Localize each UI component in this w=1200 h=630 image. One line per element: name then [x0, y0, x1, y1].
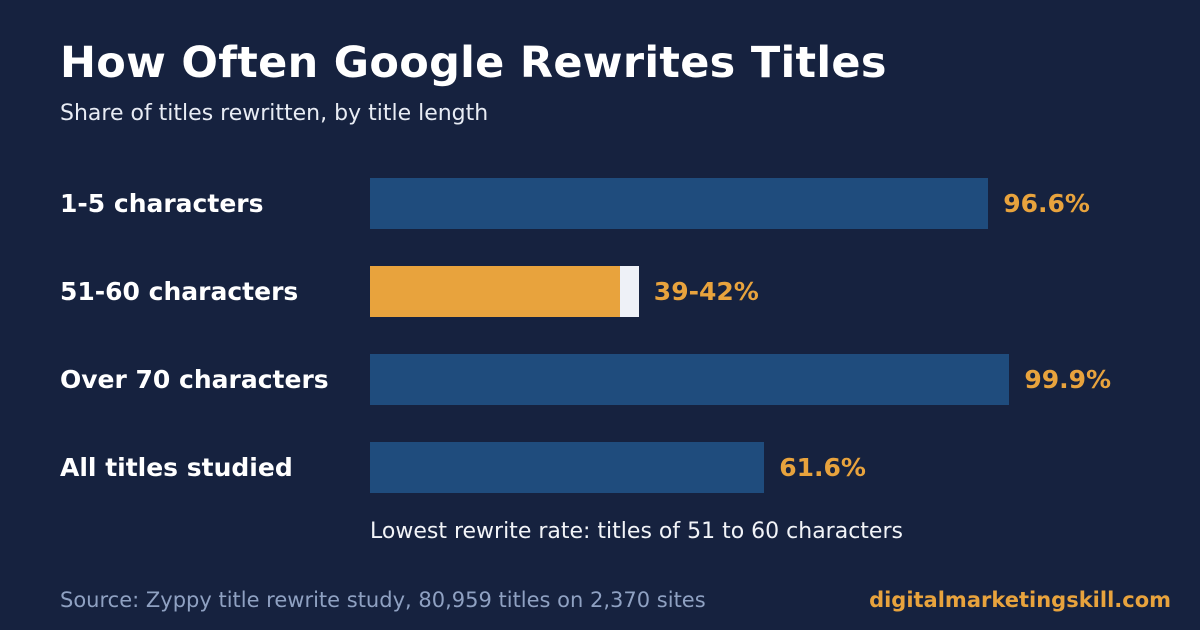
chart-title: How Often Google Rewrites Titles: [60, 38, 887, 88]
category-label: All titles studied: [60, 453, 293, 482]
chart-annotation: Lowest rewrite rate: titles of 51 to 60 …: [370, 519, 903, 544]
value-label: 61.6%: [779, 453, 866, 482]
category-label: 51-60 characters: [60, 277, 299, 306]
category-label: 1-5 characters: [60, 189, 264, 218]
bar: [370, 354, 1010, 405]
category-label: Over 70 characters: [60, 365, 329, 394]
brand-link[interactable]: digitalmarketingskill.com: [869, 588, 1171, 612]
bar-highlight: [370, 266, 620, 317]
source-note: Source: Zyppy title rewrite study, 80,95…: [60, 588, 706, 612]
bar: [370, 442, 765, 493]
bar-range-extension: [619, 266, 639, 317]
value-label: 96.6%: [1003, 189, 1090, 218]
value-label: 39-42%: [653, 277, 759, 306]
bar: [370, 178, 989, 229]
chart-subtitle: Share of titles rewritten, by title leng…: [60, 101, 489, 126]
value-label: 99.9%: [1024, 365, 1112, 394]
